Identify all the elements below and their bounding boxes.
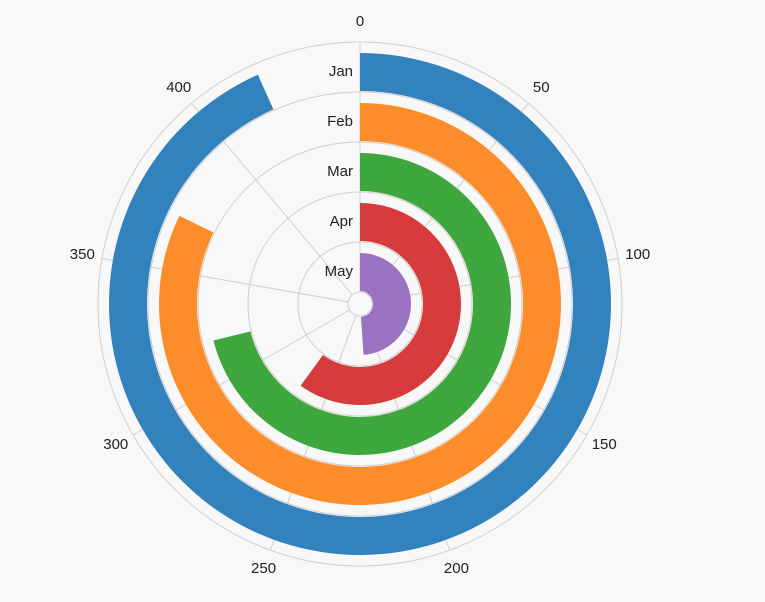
- angular-tick-label: 150: [592, 436, 617, 453]
- angular-tick-label: 350: [70, 246, 95, 263]
- category-label: Jan: [329, 63, 353, 80]
- bar-mar[interactable]: [213, 153, 511, 455]
- category-label-layer: Jan Feb Mar Apr May: [325, 63, 354, 280]
- category-label: Apr: [330, 213, 353, 230]
- angular-tick-label: 250: [251, 560, 276, 577]
- category-label: May: [325, 263, 354, 280]
- angular-tick-label: 50: [533, 79, 550, 96]
- angular-tick-label: 300: [103, 436, 128, 453]
- bar-may[interactable]: [360, 253, 412, 355]
- bar-apr[interactable]: [300, 203, 462, 406]
- angular-tick-label: 200: [444, 560, 469, 577]
- category-label: Feb: [327, 113, 353, 130]
- grid-circle-5: [347, 291, 373, 317]
- bar-layer: [108, 53, 611, 556]
- tick-label-layer: 0 50 100 150 200 250 300 350 400: [70, 13, 650, 577]
- angular-tick-label: 400: [166, 79, 191, 96]
- angular-tick-label: 100: [625, 246, 650, 263]
- category-label: Mar: [327, 163, 353, 180]
- angular-tick-label: 0: [356, 13, 364, 30]
